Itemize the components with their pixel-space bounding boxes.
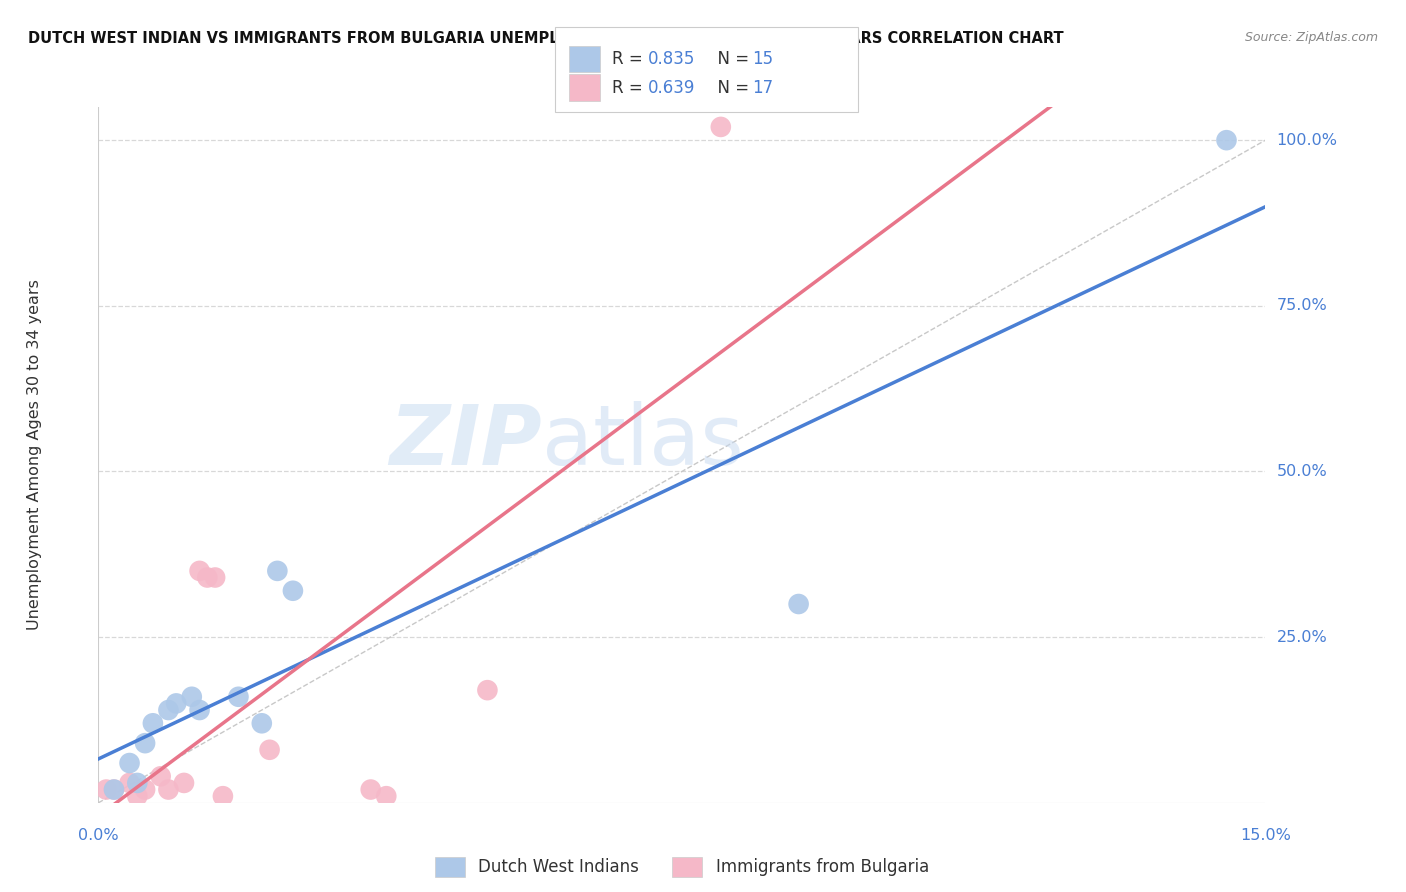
Point — [134, 736, 156, 750]
Text: 0.835: 0.835 — [648, 50, 696, 68]
Point — [118, 756, 141, 770]
Text: 75.0%: 75.0% — [1277, 298, 1327, 313]
Point — [281, 583, 304, 598]
Point — [188, 564, 211, 578]
Point — [149, 769, 172, 783]
Point — [180, 690, 202, 704]
Text: 15.0%: 15.0% — [1240, 828, 1291, 843]
Point — [103, 782, 125, 797]
Text: 15: 15 — [752, 50, 773, 68]
Text: 0.639: 0.639 — [648, 78, 696, 96]
Point — [127, 789, 149, 804]
Text: N =: N = — [707, 78, 755, 96]
Point — [259, 743, 281, 757]
Text: Unemployment Among Ages 30 to 34 years: Unemployment Among Ages 30 to 34 years — [27, 279, 42, 631]
Point — [228, 690, 250, 704]
Point — [204, 570, 226, 584]
Text: 17: 17 — [752, 78, 773, 96]
Point — [250, 716, 273, 731]
Point — [477, 683, 499, 698]
Text: Source: ZipAtlas.com: Source: ZipAtlas.com — [1244, 31, 1378, 45]
Point — [103, 782, 125, 797]
Point — [173, 776, 195, 790]
Text: 100.0%: 100.0% — [1277, 133, 1337, 148]
Point — [787, 597, 810, 611]
Point — [188, 703, 211, 717]
Point — [118, 776, 141, 790]
Point — [195, 570, 218, 584]
Text: N =: N = — [707, 50, 755, 68]
Point — [127, 776, 149, 790]
Text: R =: R = — [612, 78, 648, 96]
Legend: Dutch West Indians, Immigrants from Bulgaria: Dutch West Indians, Immigrants from Bulg… — [426, 849, 938, 885]
Text: R =: R = — [612, 50, 648, 68]
Text: 25.0%: 25.0% — [1277, 630, 1327, 645]
Point — [266, 564, 288, 578]
Text: atlas: atlas — [541, 401, 744, 482]
Point — [212, 789, 235, 804]
Text: DUTCH WEST INDIAN VS IMMIGRANTS FROM BULGARIA UNEMPLOYMENT AMONG AGES 30 TO 34 Y: DUTCH WEST INDIAN VS IMMIGRANTS FROM BUL… — [28, 31, 1064, 46]
Point — [710, 120, 733, 134]
Point — [1215, 133, 1237, 147]
Point — [375, 789, 398, 804]
Point — [134, 782, 156, 797]
Point — [360, 782, 382, 797]
Point — [96, 782, 118, 797]
Text: ZIP: ZIP — [389, 401, 541, 482]
Point — [142, 716, 165, 731]
Text: 50.0%: 50.0% — [1277, 464, 1327, 479]
Text: 0.0%: 0.0% — [79, 828, 118, 843]
Point — [157, 703, 180, 717]
Point — [165, 697, 187, 711]
Point — [157, 782, 180, 797]
